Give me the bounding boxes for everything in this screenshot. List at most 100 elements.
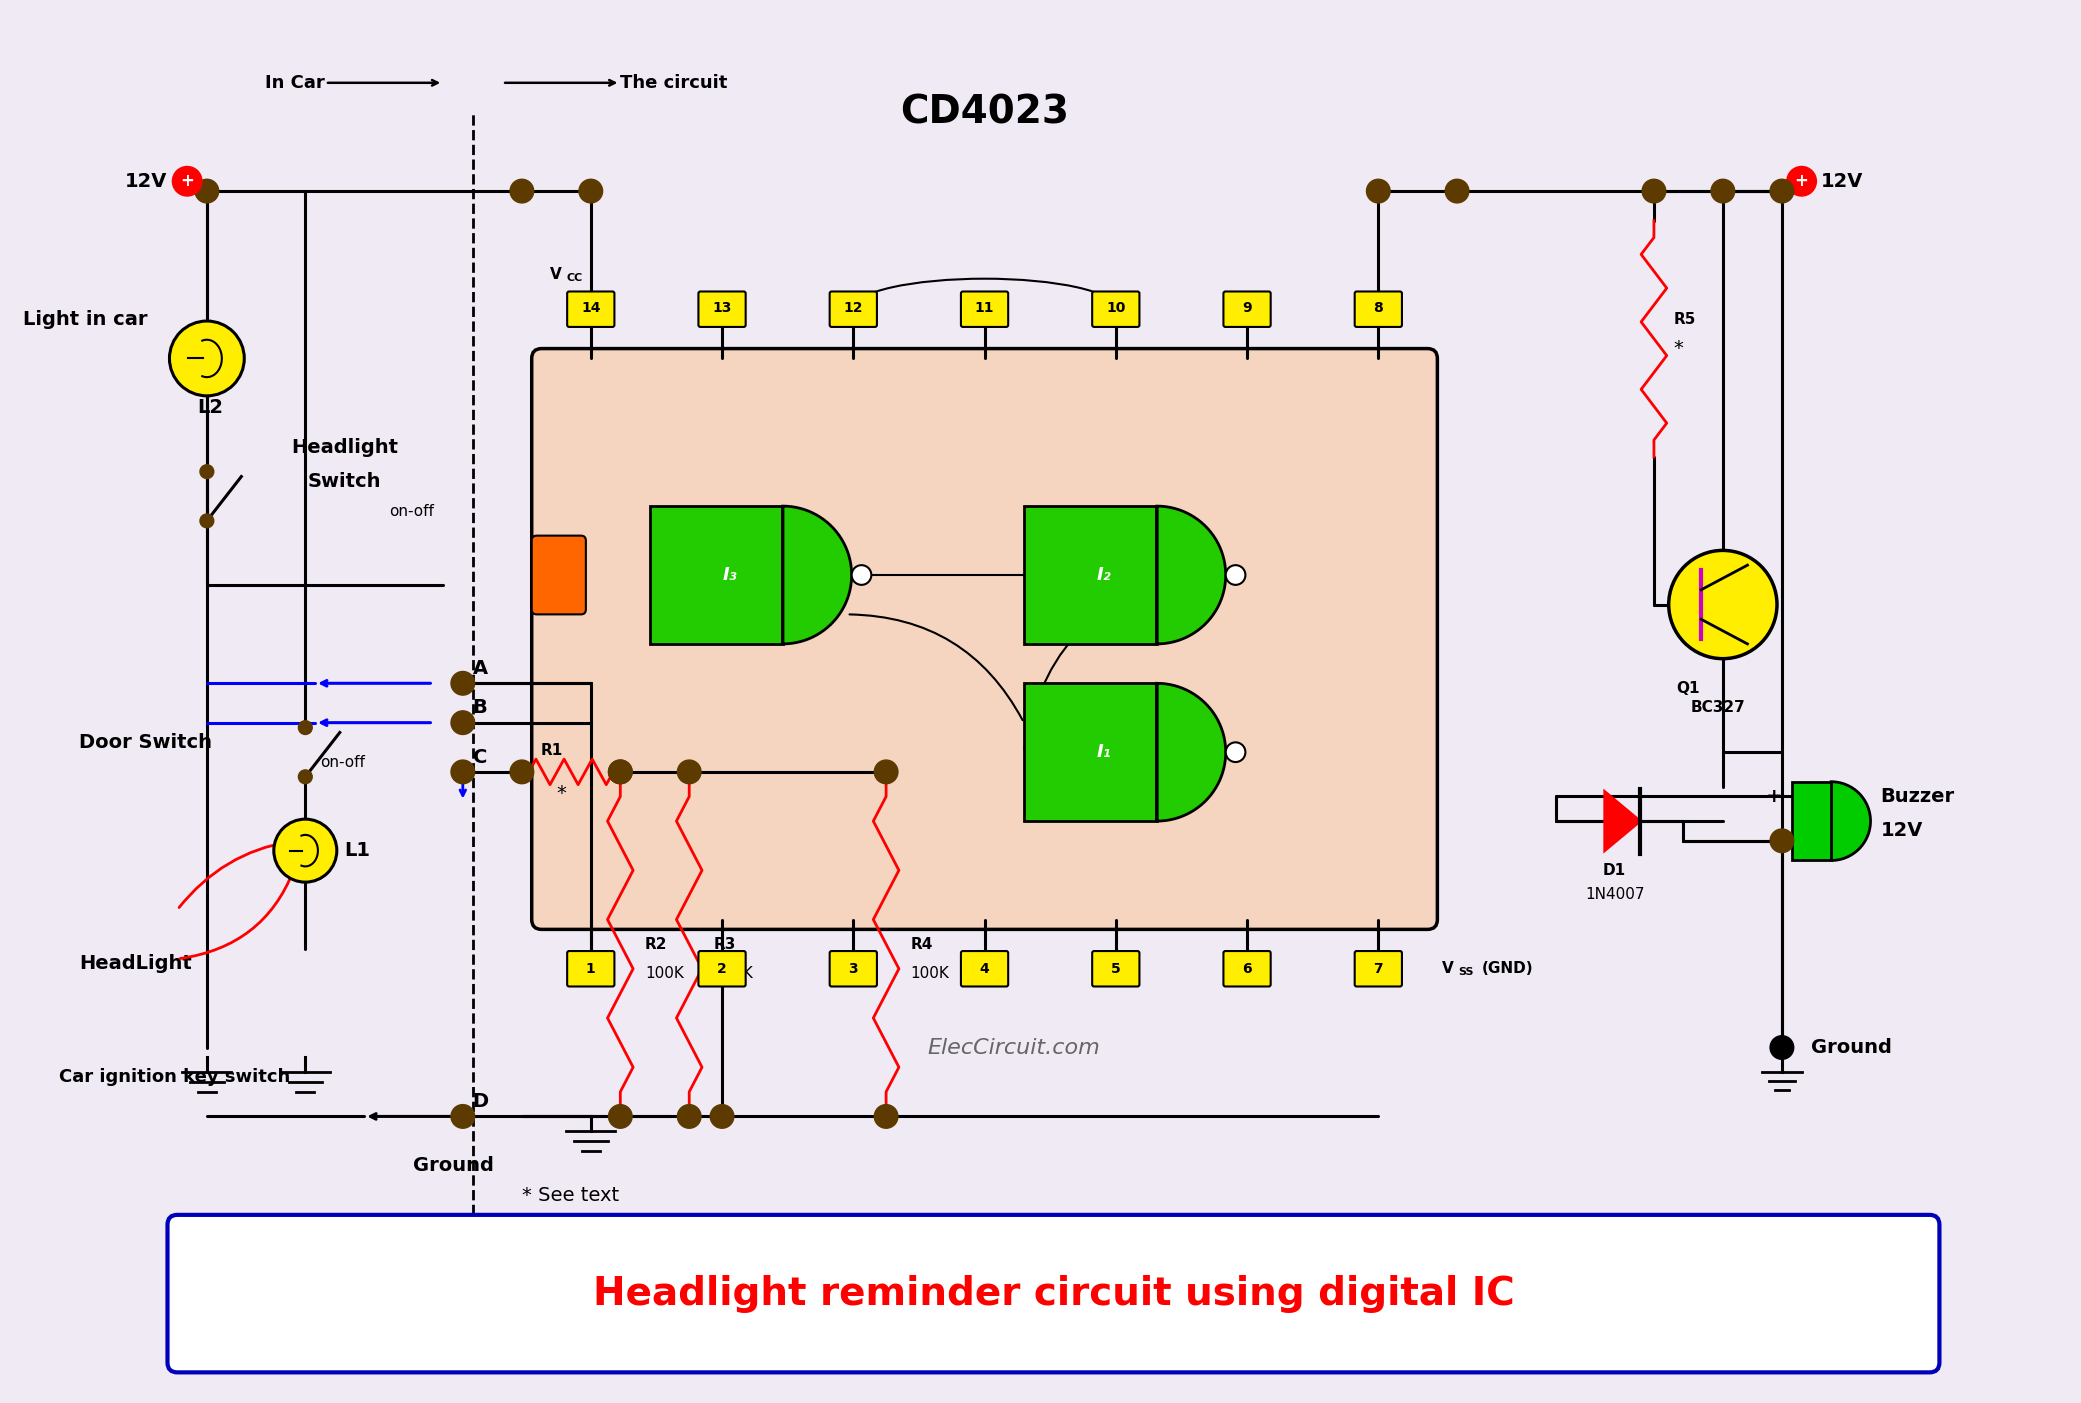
Polygon shape [1157, 506, 1226, 644]
Text: +: + [181, 173, 194, 191]
Text: Door Switch: Door Switch [79, 732, 212, 752]
Text: 5: 5 [1111, 962, 1122, 975]
Text: HeadLight: HeadLight [79, 954, 191, 974]
Text: Headlight reminder circuit using digital IC: Headlight reminder circuit using digital… [593, 1274, 1515, 1313]
FancyBboxPatch shape [1355, 292, 1403, 327]
Circle shape [874, 1104, 897, 1128]
Text: R1: R1 [541, 742, 562, 758]
Polygon shape [1024, 683, 1157, 821]
Text: 12V: 12V [1821, 171, 1865, 191]
FancyBboxPatch shape [1355, 951, 1403, 986]
Text: 100K: 100K [714, 967, 753, 981]
Circle shape [608, 760, 633, 784]
Text: R3: R3 [714, 937, 737, 951]
FancyBboxPatch shape [568, 292, 614, 327]
Text: Ground: Ground [412, 1156, 493, 1176]
Circle shape [1711, 180, 1736, 203]
Polygon shape [649, 506, 782, 644]
Circle shape [510, 180, 533, 203]
Text: 11: 11 [974, 302, 995, 316]
FancyBboxPatch shape [699, 951, 745, 986]
Text: Buzzer: Buzzer [1881, 787, 1954, 805]
Text: 9: 9 [1242, 302, 1253, 316]
Text: CD4023: CD4023 [901, 94, 1070, 132]
Circle shape [452, 711, 474, 735]
Circle shape [579, 180, 603, 203]
Circle shape [1788, 167, 1817, 196]
FancyBboxPatch shape [830, 292, 876, 327]
Text: *: * [1673, 340, 1684, 358]
Text: 6: 6 [1242, 962, 1253, 975]
Text: 1: 1 [587, 962, 595, 975]
Circle shape [173, 167, 202, 196]
Text: L2: L2 [198, 398, 223, 417]
Text: The circuit: The circuit [620, 74, 728, 91]
Text: Car ignition key switch: Car ignition key switch [58, 1068, 291, 1086]
Text: I₂: I₂ [1097, 565, 1111, 584]
Text: +: + [1794, 173, 1808, 191]
FancyBboxPatch shape [1224, 951, 1271, 986]
FancyBboxPatch shape [166, 1215, 1939, 1372]
Circle shape [1669, 550, 1777, 658]
Text: 2: 2 [718, 962, 726, 975]
Text: R4: R4 [911, 937, 932, 951]
Circle shape [678, 1104, 701, 1128]
Text: 100K: 100K [911, 967, 949, 981]
Text: I₁: I₁ [1097, 744, 1111, 762]
Text: +: + [1765, 787, 1781, 805]
Text: C: C [472, 748, 487, 766]
Circle shape [200, 464, 214, 478]
Text: 100K: 100K [645, 967, 685, 981]
Circle shape [510, 760, 533, 784]
Wedge shape [1831, 781, 1871, 860]
Circle shape [678, 760, 701, 784]
Text: SS: SS [1459, 967, 1473, 976]
FancyBboxPatch shape [961, 951, 1007, 986]
FancyBboxPatch shape [830, 951, 876, 986]
Text: Light in car: Light in car [23, 310, 148, 328]
Text: V: V [549, 267, 562, 282]
Text: Headlight: Headlight [291, 438, 397, 456]
Polygon shape [1157, 683, 1226, 821]
Circle shape [874, 760, 897, 784]
Text: (GND): (GND) [1482, 961, 1534, 976]
Text: A: A [472, 659, 487, 678]
Text: 13: 13 [712, 302, 733, 316]
Circle shape [452, 672, 474, 694]
Polygon shape [1792, 781, 1831, 860]
FancyBboxPatch shape [1093, 951, 1140, 986]
Circle shape [200, 513, 214, 528]
FancyBboxPatch shape [533, 536, 587, 615]
Circle shape [1226, 565, 1244, 585]
Text: on-off: on-off [320, 755, 364, 769]
Text: * See text: * See text [522, 1186, 618, 1205]
Text: 7: 7 [1373, 962, 1384, 975]
Text: 12: 12 [843, 302, 864, 316]
Circle shape [275, 819, 337, 882]
FancyBboxPatch shape [533, 348, 1438, 929]
Circle shape [1367, 180, 1390, 203]
Polygon shape [1024, 506, 1157, 644]
Text: ElecCircuit.com: ElecCircuit.com [928, 1037, 1101, 1058]
Text: I₃: I₃ [722, 565, 737, 584]
Text: R5: R5 [1673, 311, 1696, 327]
FancyBboxPatch shape [699, 292, 745, 327]
Text: 10: 10 [1107, 302, 1126, 316]
FancyBboxPatch shape [961, 292, 1007, 327]
FancyBboxPatch shape [1093, 292, 1140, 327]
Text: 3: 3 [849, 962, 857, 975]
Text: L1: L1 [345, 842, 370, 860]
Circle shape [1771, 829, 1794, 853]
Text: D: D [472, 1092, 489, 1111]
Circle shape [452, 760, 474, 784]
Text: In Car: In Car [264, 74, 325, 91]
Circle shape [298, 770, 312, 784]
Text: CC: CC [566, 272, 583, 283]
Text: Ground: Ground [1810, 1038, 1892, 1056]
Text: R2: R2 [645, 937, 668, 951]
Text: *: * [556, 784, 566, 803]
Text: Q1: Q1 [1677, 680, 1700, 696]
Circle shape [608, 1104, 633, 1128]
Text: V: V [1442, 961, 1455, 976]
Text: B: B [472, 699, 487, 717]
